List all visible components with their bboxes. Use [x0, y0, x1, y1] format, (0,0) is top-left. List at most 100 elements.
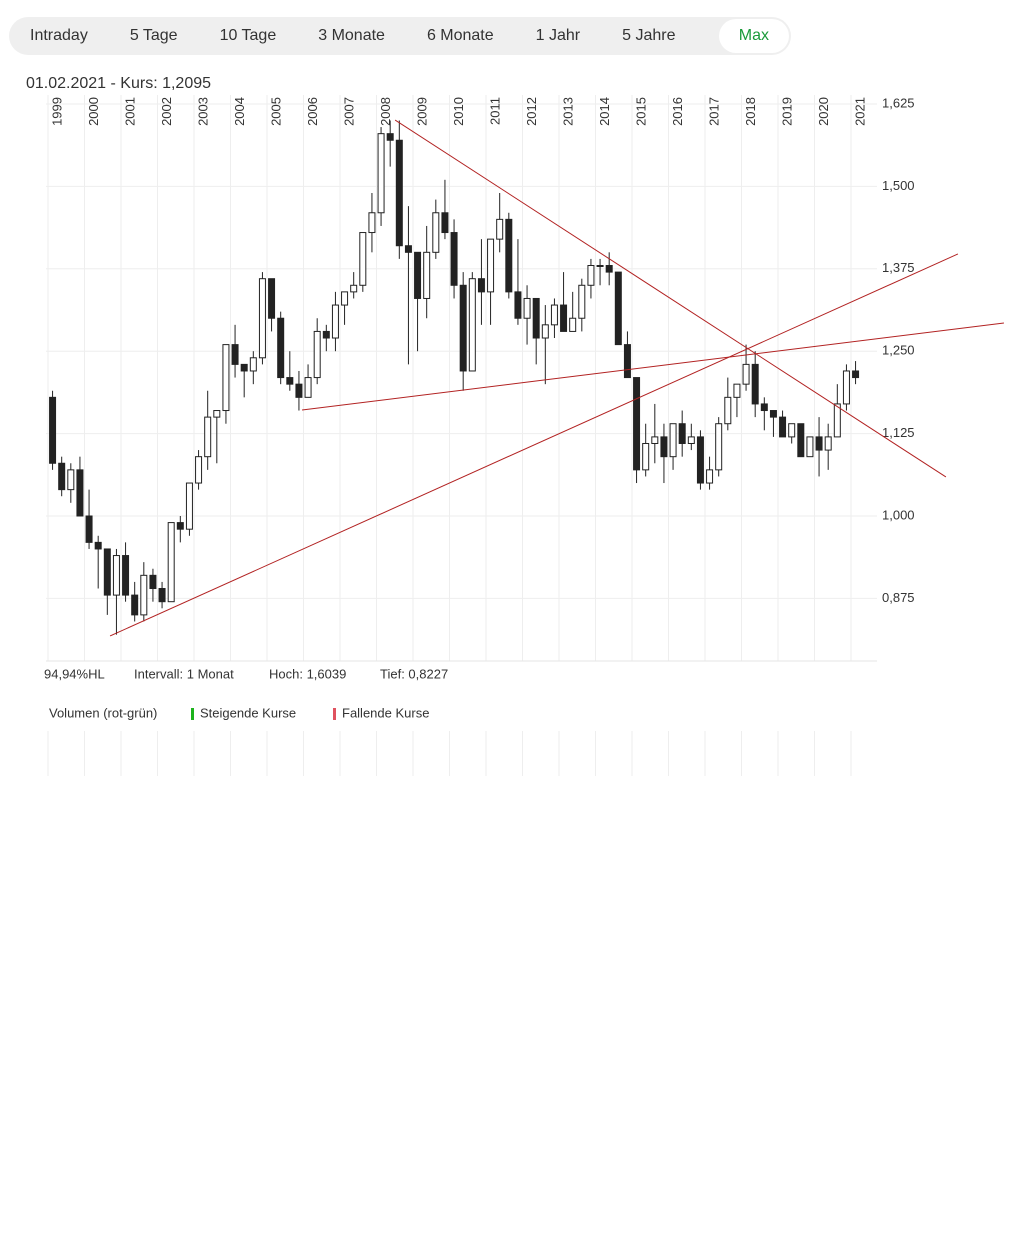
candle-body [313, 330, 321, 379]
candle-body [432, 212, 440, 253]
candle-body [76, 469, 84, 517]
candle-body [450, 232, 458, 286]
candle-body [268, 278, 276, 319]
candle-body [797, 423, 805, 458]
candle-body [541, 324, 549, 339]
candle-body [733, 383, 741, 398]
x-tick-label: 2005 [268, 97, 283, 126]
range-tab[interactable]: Intraday [30, 27, 88, 44]
candle-body [623, 344, 631, 379]
x-tick-label: 2014 [597, 97, 612, 126]
candle-body [195, 456, 203, 484]
candle-body [505, 218, 513, 293]
y-tick-label: 1,000 [882, 507, 915, 522]
candle-body [140, 574, 148, 616]
candle-body [240, 363, 248, 372]
candle-body [779, 416, 787, 438]
y-tick-label: 1,500 [882, 178, 915, 193]
candle-body [696, 436, 704, 484]
x-tick-label: 2001 [122, 97, 137, 126]
candle-body [231, 344, 239, 365]
candle-body [788, 423, 796, 438]
candle-body [122, 555, 130, 596]
candle-body [706, 469, 714, 484]
candle-body [578, 284, 586, 319]
candle-body [715, 423, 723, 471]
candle-body [569, 317, 577, 332]
candle-body [550, 304, 558, 326]
candle-body [404, 245, 412, 253]
candle-body [395, 139, 403, 247]
candle-body [815, 436, 823, 451]
volume-title: Volumen (rot-grün) [49, 705, 157, 720]
candle-body [377, 133, 385, 214]
x-tick-label: 1999 [49, 97, 64, 126]
trend-line [394, 119, 947, 478]
candle-body [633, 377, 641, 471]
candle-body [331, 304, 339, 339]
y-tick-label: 1,125 [882, 425, 915, 440]
candle-body [614, 271, 622, 346]
candle-body [669, 423, 677, 458]
candle-body [58, 462, 66, 491]
candle-body [204, 416, 212, 458]
candle-body [806, 436, 814, 458]
candle-body [496, 218, 504, 240]
legend-swatch [333, 708, 336, 720]
range-tabs: Intraday 5 Tage 10 Tage 3 Monate 6 Monate 1 J… [9, 17, 791, 55]
candle-body [368, 212, 376, 234]
x-tick-label: 2000 [86, 97, 101, 126]
chart-title: 01.02.2021 - Kurs: 1,2095 [26, 75, 211, 92]
candle-body [94, 541, 102, 550]
x-tick-label: 2007 [341, 97, 356, 126]
y-tick-label: 1,250 [882, 343, 915, 358]
range-tab[interactable]: 1 Jahr [535, 27, 581, 44]
range-tab[interactable]: 6 Monate [426, 27, 494, 44]
stat-label: Intervall: 1 Monat [134, 666, 234, 681]
y-tick-label: 1,625 [882, 95, 915, 110]
x-tick-label: 2004 [232, 97, 247, 126]
candle-body [660, 436, 668, 458]
candle-body [414, 251, 422, 299]
range-tab[interactable]: 3 Monate [318, 27, 385, 44]
x-tick-label: 2019 [779, 97, 794, 126]
candle-body [532, 297, 540, 339]
x-tick-label: 2013 [560, 97, 575, 126]
candle-body [751, 363, 759, 405]
range-tab[interactable]: 5 Tage [129, 27, 178, 44]
candle-body [167, 522, 175, 603]
candle-body [651, 436, 659, 444]
candle-body [277, 317, 285, 379]
x-tick-label: 2010 [451, 97, 466, 126]
candle-body [678, 423, 686, 444]
legend-label: Steigende Kurse [200, 705, 296, 720]
candle-body [341, 291, 349, 306]
candle-body [304, 377, 312, 398]
range-tab[interactable]: Max [718, 19, 789, 53]
candle-body [514, 291, 522, 319]
range-tab[interactable]: 5 Jahre [622, 27, 676, 44]
x-tick-label: 2002 [159, 97, 174, 126]
candle-body [852, 370, 860, 379]
candle-body [742, 363, 750, 385]
stat-label: 94,94%HL [44, 666, 105, 681]
candle-body [687, 436, 695, 444]
candle-body [49, 396, 57, 464]
x-tick-label: 2003 [195, 97, 210, 126]
legend-label: Fallende Kurse [342, 705, 429, 720]
range-tab[interactable]: 10 Tage [219, 27, 277, 44]
candle-body [295, 383, 303, 398]
candle-body [468, 278, 476, 372]
stat-label: Tief: 0,8227 [380, 666, 448, 681]
chart: 01.02.2021 - Kurs: 1,2095 0,875 1,000 1,12… [26, 75, 1004, 776]
candle-body [359, 232, 367, 286]
candle-body [85, 515, 93, 543]
x-tick-label: 2021 [852, 97, 867, 126]
x-tick-label: 2020 [816, 97, 831, 126]
legend-swatch [191, 708, 194, 720]
candle-body [322, 330, 330, 339]
candle-body [724, 396, 732, 425]
candle-body [642, 442, 650, 471]
candle-body [286, 377, 294, 385]
